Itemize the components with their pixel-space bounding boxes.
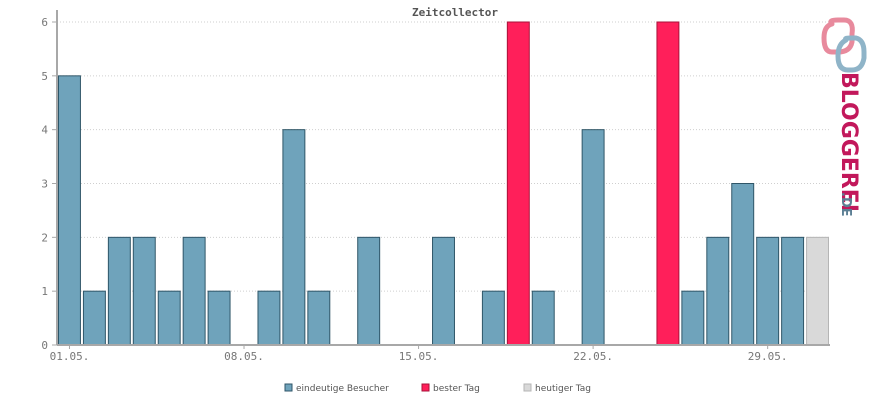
bar-07.05. [207,290,231,346]
bar-19.05. [506,21,530,346]
bar-27.05. [706,236,730,346]
bar-26.05. [681,290,705,346]
speech-bubbles-icon [821,17,867,73]
y-tick-label: 5 [41,70,48,83]
y-tick-label: 4 [41,124,48,137]
bar-22.05. [581,129,605,346]
y-tick-label: 2 [41,231,48,244]
logo-text-suffix: .DE [838,192,853,217]
legend-swatch-best [421,383,430,392]
bar-29.05. [756,236,780,346]
axes [52,10,830,349]
bar-03.05. [107,236,131,346]
bar-20.05. [531,290,555,346]
chart-title: Zeitcollector [412,6,498,19]
legend-label-today: heutiger Tag [535,384,591,394]
x-tick-label: 22.05. [573,350,613,363]
bar-05.05. [157,290,181,346]
bar-16.05. [432,236,455,346]
x-tick-label: 01.05. [50,350,90,363]
legend: eindeutige Besucher bester Tag heutiger Ta… [284,383,591,394]
logo-text-main: BLOGGEREI [836,72,861,212]
bar-06.05. [182,236,206,346]
bar-02.05. [82,290,106,346]
bar-28.05. [731,183,755,346]
x-tick-label: 15.05. [399,350,439,363]
bloggerei-logo: BLOGGEREI .DE [821,17,867,217]
x-tick-labels: 01.05. 08.05. 15.05. 22.05. 29.05. [50,350,788,363]
bar-04.05. [132,236,156,346]
bar-01.05. [57,75,81,346]
bar-13.05. [357,236,381,346]
legend-label-normal: eindeutige Besucher [296,384,389,394]
y-tick-labels: 0 1 2 3 4 5 6 [41,16,48,352]
x-tick-label: 29.05. [748,350,788,363]
bar-31.05. [806,236,830,346]
bar-18.05. [481,290,505,346]
x-tick-label: 08.05. [224,350,264,363]
y-tick-label: 0 [41,339,48,352]
bar-25.05. [656,21,680,346]
bar-10.05. [282,129,306,346]
legend-swatch-normal [284,383,293,392]
y-tick-label: 6 [41,16,48,29]
y-tick-label: 3 [41,178,48,191]
legend-label-best: bester Tag [433,384,480,394]
bars [57,21,830,346]
bar-09.05. [257,290,281,346]
bar-30.05. [781,236,805,346]
bar-11.05. [307,290,331,346]
legend-swatch-today [523,383,532,392]
y-tick-label: 1 [41,285,48,298]
